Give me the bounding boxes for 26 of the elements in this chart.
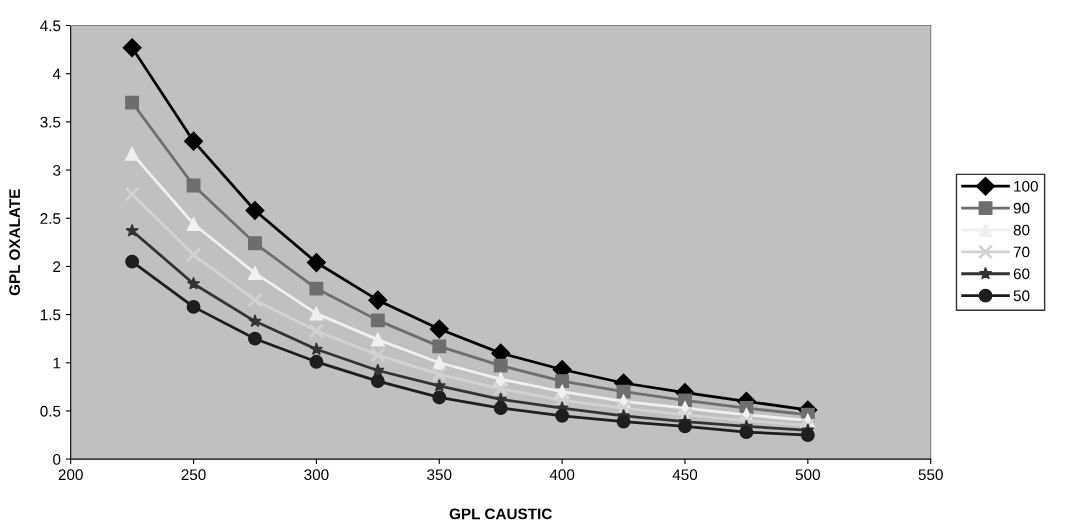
- y-tick-label: 1: [53, 357, 61, 369]
- x-tick-label: 450: [672, 469, 698, 481]
- y-tick-label: 0: [53, 453, 61, 465]
- x-tick-label: 400: [549, 469, 575, 481]
- y-tick-label: 2: [53, 261, 61, 272]
- x-tick-label: 500: [795, 469, 820, 481]
- y-axis-title: GPL OXALATE: [9, 189, 21, 296]
- y-tick-label: 0.5: [40, 405, 61, 417]
- legend-label: 80: [1013, 224, 1030, 236]
- legend-label: 60: [1013, 268, 1030, 280]
- y-tick-label: 2.5: [40, 213, 61, 224]
- x-tick-label: 250: [181, 469, 206, 481]
- y-tick-label: 3: [53, 164, 61, 176]
- x-tick-label: 300: [304, 469, 329, 481]
- legend-label: 50: [1013, 290, 1030, 302]
- legend-label: 90: [1013, 202, 1030, 214]
- x-tick-label: 350: [427, 469, 452, 481]
- x-tick-label: 200: [58, 469, 83, 481]
- x-tick-label: 550: [918, 469, 943, 481]
- y-tick-label: 1.5: [40, 309, 61, 321]
- legend-label: 70: [1013, 246, 1030, 258]
- legend-label: 100: [1014, 180, 1038, 192]
- x-axis-title: GPL CAUSTIC: [449, 508, 552, 520]
- y-tick-label: 4: [52, 68, 61, 80]
- y-tick-label: 4.5: [40, 20, 61, 32]
- y-tick-label: 3.5: [40, 116, 61, 128]
